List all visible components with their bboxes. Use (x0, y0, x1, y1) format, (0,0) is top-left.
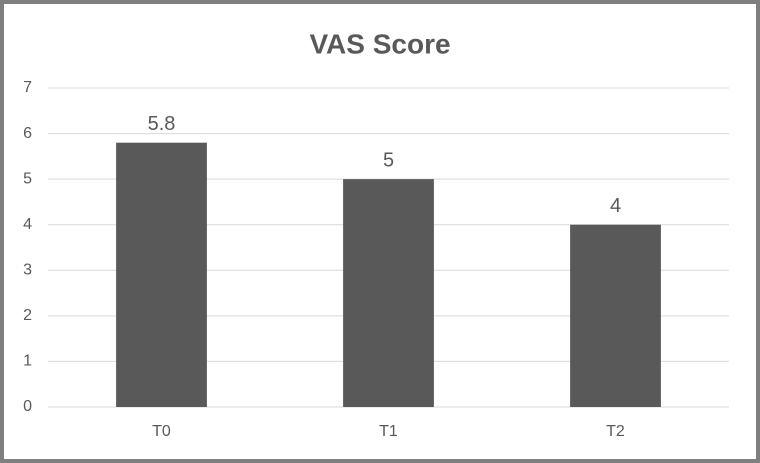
data-label: 4 (610, 195, 621, 217)
y-tick-label: 6 (23, 125, 32, 142)
x-tick-label: T2 (606, 423, 625, 440)
y-tick-label: 1 (23, 353, 32, 370)
bar (570, 224, 661, 407)
y-tick-label: 2 (23, 307, 32, 324)
y-tick-label: 3 (23, 262, 32, 279)
y-tick-label: 4 (23, 216, 32, 233)
y-tick-label: 7 (23, 79, 32, 96)
x-tick-label: T0 (152, 423, 171, 440)
data-label: 5 (383, 149, 394, 171)
y-tick-label: 5 (23, 170, 32, 187)
y-tick-label: 0 (23, 398, 32, 415)
bar (343, 179, 434, 407)
chart-title: VAS Score (309, 28, 450, 59)
bar (116, 142, 207, 407)
x-tick-label: T1 (379, 423, 398, 440)
data-label: 5.8 (148, 113, 176, 135)
